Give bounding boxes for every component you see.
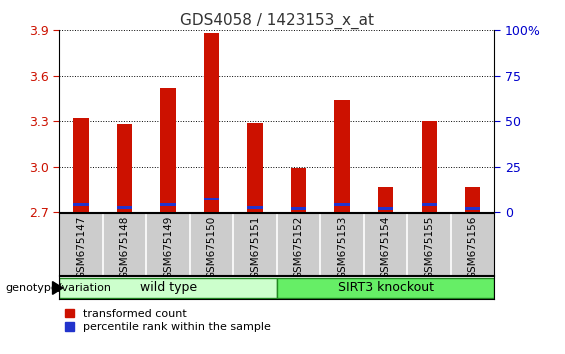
Bar bbox=[59, 278, 277, 298]
Bar bbox=[160, 88, 176, 212]
Bar bbox=[291, 169, 306, 212]
Text: GSM675151: GSM675151 bbox=[250, 215, 260, 279]
Text: GSM675156: GSM675156 bbox=[468, 215, 477, 279]
Text: genotype/variation: genotype/variation bbox=[6, 283, 112, 293]
Text: GSM675152: GSM675152 bbox=[294, 215, 303, 279]
Bar bbox=[247, 206, 263, 209]
Bar bbox=[160, 203, 176, 206]
Bar bbox=[73, 203, 89, 206]
Text: GSM675153: GSM675153 bbox=[337, 215, 347, 279]
Bar bbox=[291, 207, 306, 210]
Text: SIRT3 knockout: SIRT3 knockout bbox=[338, 281, 433, 295]
Text: GSM675150: GSM675150 bbox=[207, 215, 216, 279]
Text: GSM675155: GSM675155 bbox=[424, 215, 434, 279]
Text: GDS4058 / 1423153_x_at: GDS4058 / 1423153_x_at bbox=[180, 12, 374, 29]
Legend: transformed count, percentile rank within the sample: transformed count, percentile rank withi… bbox=[65, 309, 271, 332]
Bar bbox=[378, 207, 393, 210]
Bar bbox=[204, 33, 219, 212]
Bar bbox=[421, 203, 437, 206]
Bar bbox=[334, 100, 350, 212]
Bar bbox=[465, 187, 480, 212]
Bar bbox=[204, 198, 219, 200]
Bar bbox=[117, 206, 132, 209]
Bar bbox=[378, 187, 393, 212]
Text: GSM675148: GSM675148 bbox=[120, 215, 129, 279]
Bar bbox=[421, 121, 437, 212]
Bar bbox=[73, 118, 89, 212]
Text: GSM675147: GSM675147 bbox=[76, 215, 86, 279]
Bar bbox=[465, 207, 480, 210]
Bar bbox=[277, 278, 494, 298]
Bar bbox=[334, 203, 350, 206]
Bar bbox=[117, 124, 132, 212]
Text: wild type: wild type bbox=[140, 281, 197, 295]
Text: GSM675149: GSM675149 bbox=[163, 215, 173, 279]
Polygon shape bbox=[53, 282, 63, 294]
Bar bbox=[247, 123, 263, 212]
Text: GSM675154: GSM675154 bbox=[381, 215, 390, 279]
